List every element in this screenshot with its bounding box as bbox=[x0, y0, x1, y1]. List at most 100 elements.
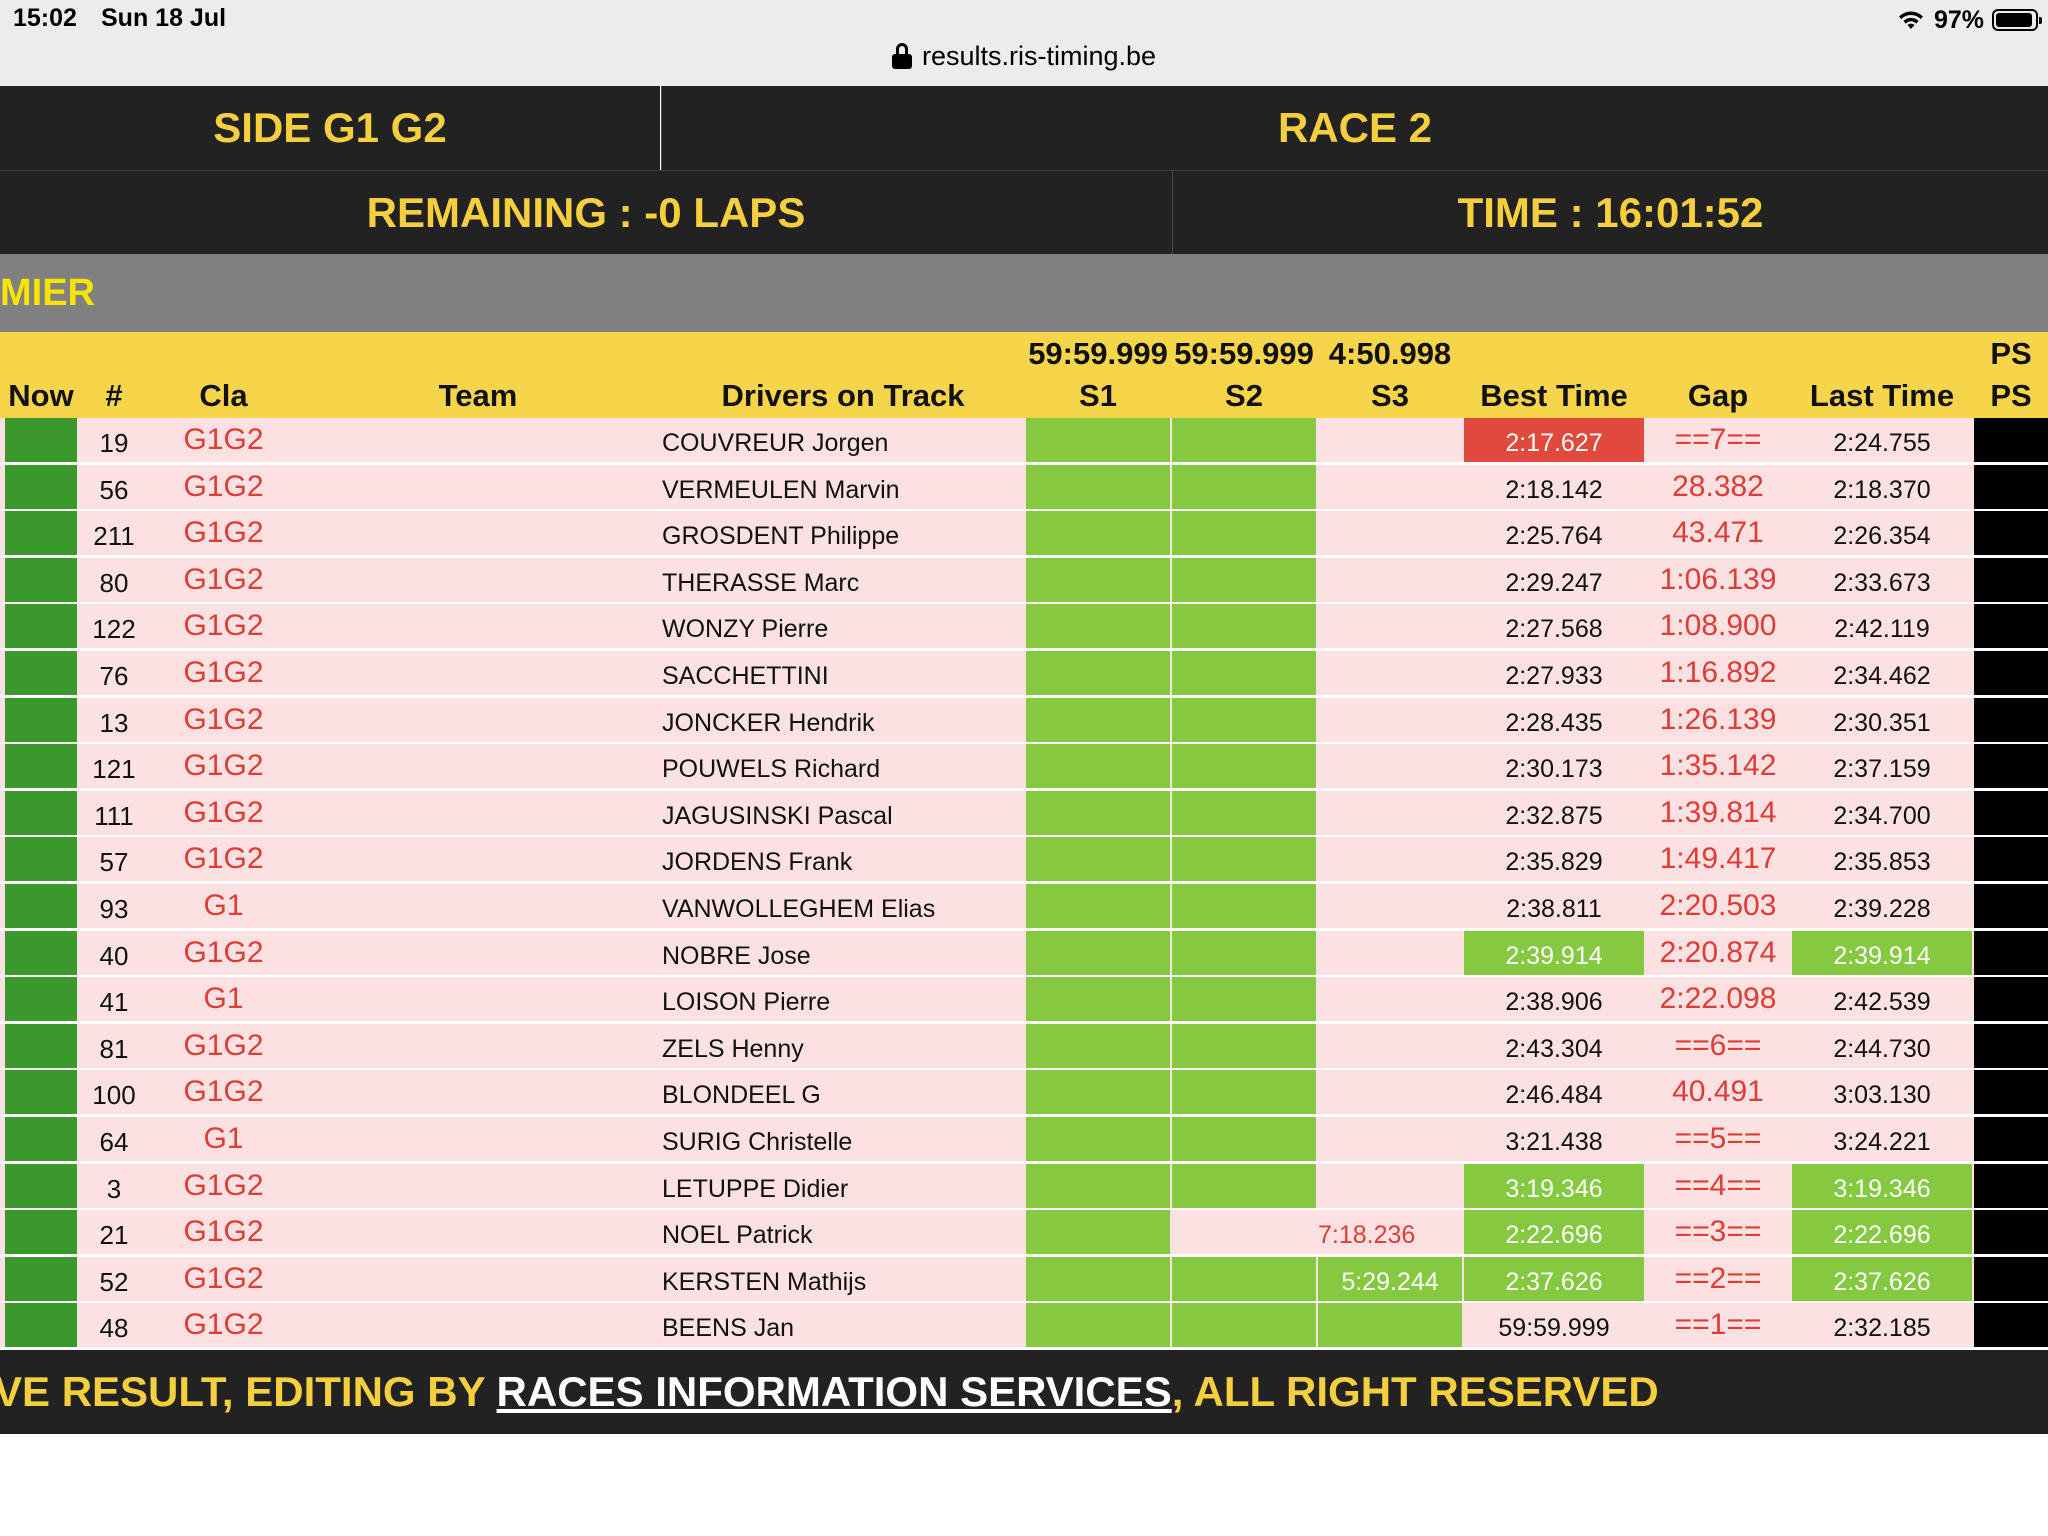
section-banner: MIER bbox=[0, 254, 2048, 332]
team-cell bbox=[296, 1257, 660, 1301]
table-row[interactable]: 56 G1G2 VERMEULEN Marvin 2:18.142 28.382… bbox=[0, 464, 2048, 509]
driver-cell: JORDENS Frank bbox=[662, 848, 853, 877]
class-cell: G1G2 bbox=[183, 609, 264, 643]
class-cell: G1G2 bbox=[183, 749, 264, 783]
table-row[interactable]: 80 G1G2 THERASSE Marc 2:29.247 1:06.139 … bbox=[0, 557, 2048, 602]
last-time-cell: 2:39.914 bbox=[1792, 930, 1972, 975]
table-row[interactable]: 41 G1 LOISON Pierre 2:38.906 2:22.098 2:… bbox=[0, 977, 2048, 1022]
session-title: SIDE G1 G2 bbox=[0, 86, 660, 170]
col-ps[interactable]: PS bbox=[1990, 378, 2032, 413]
col-number[interactable]: # bbox=[105, 378, 123, 413]
team-cell bbox=[296, 1210, 660, 1254]
footer-link[interactable]: RACES INFORMATION SERVICES bbox=[496, 1368, 1172, 1415]
col-best-time[interactable]: Best Time bbox=[1480, 378, 1628, 413]
driver-cell: KERSTEN Mathijs bbox=[662, 1267, 867, 1296]
col-last-time[interactable]: Last Time bbox=[1809, 378, 1955, 413]
table-row[interactable]: 64 G1 SURIG Christelle 3:21.438 ==5== 3:… bbox=[0, 1117, 2048, 1161]
s2-cell bbox=[1172, 930, 1316, 975]
best-time-cell: 3:19.346 bbox=[1464, 1163, 1644, 1208]
gap-cell: 1:39.814 bbox=[1659, 795, 1777, 829]
col-s3[interactable]: S3 bbox=[1371, 378, 1409, 413]
class-cell: G1G2 bbox=[183, 516, 264, 550]
s3-cell: 5:29.244 bbox=[1318, 1256, 1462, 1301]
best-time-cell: 2:28.435 bbox=[1505, 708, 1603, 737]
last-time-cell: 2:18.370 bbox=[1833, 475, 1931, 504]
col-s1[interactable]: S1 bbox=[1079, 378, 1117, 413]
driver-cell: BLONDEEL G bbox=[662, 1081, 821, 1110]
best-time-cell: 2:30.173 bbox=[1505, 755, 1603, 784]
s1-cell bbox=[1026, 464, 1170, 509]
team-cell bbox=[296, 698, 660, 742]
col-class[interactable]: Cla bbox=[199, 378, 248, 413]
table-row[interactable]: 57 G1G2 JORDENS Frank 2:35.829 1:49.417 … bbox=[0, 837, 2048, 882]
s1-cell bbox=[1026, 418, 1170, 462]
address-bar[interactable]: results.ris-timing.be bbox=[0, 38, 2048, 74]
table-row[interactable]: 19 G1G2 COUVREUR Jorgen 2:17.627 ==7== 2… bbox=[0, 418, 2048, 462]
s3-cell bbox=[1318, 651, 1462, 695]
car-number: 80 bbox=[99, 567, 129, 598]
gap-cell: 1:08.900 bbox=[1659, 609, 1777, 643]
driver-cell: THERASSE Marc bbox=[662, 568, 860, 597]
now-indicator bbox=[5, 464, 77, 509]
s2-cell bbox=[1172, 790, 1316, 835]
now-indicator bbox=[5, 604, 77, 649]
s3-cell bbox=[1318, 1070, 1462, 1114]
table-row[interactable]: 76 G1G2 SACCHETTINI 2:27.933 1:16.892 2:… bbox=[0, 651, 2048, 695]
table-row[interactable]: 52 G1G2 KERSTEN Mathijs 5:29.244 2:37.62… bbox=[0, 1256, 2048, 1301]
now-indicator bbox=[5, 1303, 77, 1348]
ps-cell bbox=[1974, 511, 2048, 556]
car-number: 40 bbox=[99, 940, 129, 971]
table-row[interactable]: 81 G1G2 ZELS Henny 2:43.304 ==6== 2:44.7… bbox=[0, 1023, 2048, 1068]
last-time-cell: 2:32.185 bbox=[1833, 1314, 1931, 1343]
ps-cell bbox=[1974, 697, 2048, 742]
col-drivers[interactable]: Drivers on Track bbox=[721, 378, 965, 413]
status-indicators: 97% bbox=[1896, 4, 2042, 36]
table-row[interactable]: 21 G1G2 NOEL Patrick 7:18.236 2:22.696 =… bbox=[0, 1210, 2048, 1255]
col-team[interactable]: Team bbox=[438, 378, 518, 413]
best-time-cell: 2:43.304 bbox=[1505, 1034, 1603, 1063]
table-row[interactable]: 100 G1G2 BLONDEEL G 2:46.484 40.491 3:03… bbox=[0, 1070, 2048, 1115]
col-now[interactable]: Now bbox=[8, 378, 74, 413]
best-time-cell: 2:35.829 bbox=[1505, 848, 1603, 877]
gap-cell: ==6== bbox=[1674, 1028, 1762, 1062]
last-time-cell: 2:39.228 bbox=[1833, 895, 1931, 923]
now-indicator bbox=[5, 977, 77, 1022]
team-cell bbox=[296, 1164, 660, 1208]
best-s1: 59:59.999 bbox=[1028, 336, 1168, 371]
table-row[interactable]: 122 G1G2 WONZY Pierre 2:27.568 1:08.900 … bbox=[0, 604, 2048, 649]
s1-cell bbox=[1026, 744, 1170, 789]
table-row[interactable]: 13 G1G2 JONCKER Hendrik 2:28.435 1:26.13… bbox=[0, 697, 2048, 742]
footer-ticker: VE RESULT, EDITING BY RACES INFORMATION … bbox=[0, 1350, 2048, 1434]
now-indicator bbox=[5, 930, 77, 975]
s1-cell bbox=[1026, 511, 1170, 556]
driver-cell: JAGUSINSKI Pascal bbox=[662, 801, 893, 830]
car-number: 211 bbox=[93, 521, 135, 552]
s3-cell bbox=[1318, 837, 1462, 881]
s1-cell bbox=[1026, 1163, 1170, 1208]
table-row[interactable]: 111 G1G2 JAGUSINSKI Pascal 2:32.875 1:39… bbox=[0, 790, 2048, 835]
best-time-cell: 2:46.484 bbox=[1505, 1081, 1603, 1110]
s3-cell: 7:18.236 bbox=[1318, 1221, 1416, 1250]
table-row[interactable]: 3 G1G2 LETUPPE Didier 3:19.346 ==4== 3:1… bbox=[0, 1163, 2048, 1208]
s1-cell bbox=[1026, 1117, 1170, 1161]
col-gap[interactable]: Gap bbox=[1687, 378, 1749, 413]
col-s2[interactable]: S2 bbox=[1225, 378, 1263, 413]
last-time-cell: 2:34.462 bbox=[1833, 662, 1931, 690]
table-row[interactable]: 93 G1 VANWOLLEGHEM Elias 2:38.811 2:20.5… bbox=[0, 884, 2048, 928]
now-indicator bbox=[5, 884, 77, 928]
url-text[interactable]: results.ris-timing.be bbox=[921, 40, 1157, 71]
ps-cell bbox=[1974, 884, 2048, 928]
table-row[interactable]: 40 G1G2 NOBRE Jose 2:39.914 2:20.874 2:3… bbox=[0, 930, 2048, 975]
car-number: 13 bbox=[99, 707, 129, 738]
car-number: 122 bbox=[92, 614, 136, 645]
class-cell: G1G2 bbox=[183, 795, 264, 829]
s2-cell bbox=[1172, 1070, 1316, 1115]
table-row[interactable]: 211 G1G2 GROSDENT Philippe 2:25.764 43.4… bbox=[0, 511, 2048, 556]
s3-cell bbox=[1318, 1303, 1462, 1348]
best-time-cell: 2:27.568 bbox=[1505, 615, 1603, 644]
car-number: 93 bbox=[99, 894, 129, 924]
table-row[interactable]: 121 G1G2 POUWELS Richard 2:30.173 1:35.1… bbox=[0, 744, 2048, 789]
table-row[interactable]: 48 G1G2 BEENS Jan 59:59.999 ==1== 2:32.1… bbox=[0, 1303, 2048, 1348]
s2-cell bbox=[1172, 604, 1316, 649]
team-cell bbox=[296, 1024, 660, 1068]
